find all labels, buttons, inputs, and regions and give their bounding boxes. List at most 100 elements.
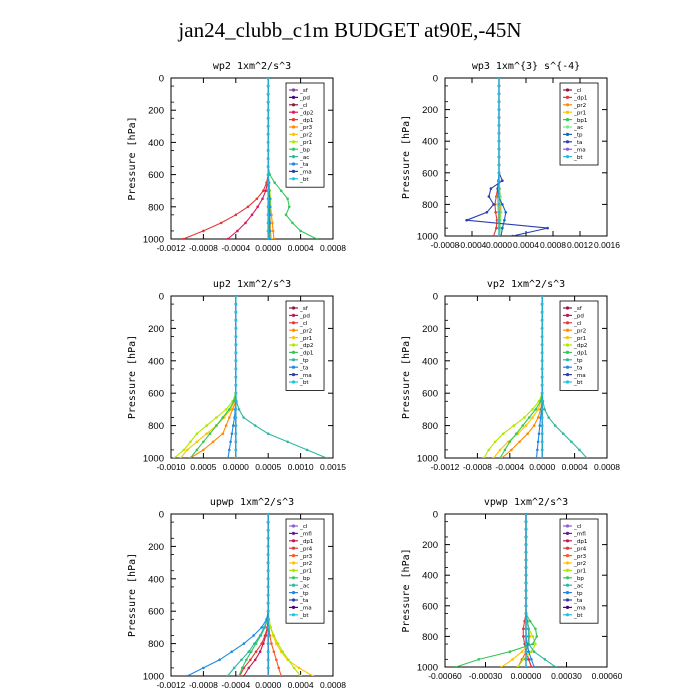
series-line-ac [525, 514, 557, 667]
data-point [252, 634, 255, 637]
y-axis-label: Pressure [hPa] [127, 116, 138, 200]
data-point [585, 456, 589, 458]
series-line-bp [238, 514, 269, 676]
legend: _sf _pd_cl_dp2 _dp1_pr3 _pr2_pr1_bp _ac_ta _m… [285, 82, 325, 188]
data-point [253, 642, 256, 645]
data-point [524, 566, 528, 569]
data-point [497, 132, 501, 135]
legend-marker [291, 358, 296, 362]
legend-label: _bp1 [573, 118, 588, 124]
data-point [497, 108, 501, 111]
data-point [524, 619, 528, 623]
data-point [504, 211, 508, 214]
data-point [531, 416, 534, 419]
x-tick-label: 0.0016 [594, 240, 620, 250]
y-tick-label: 600 [422, 601, 438, 612]
legend-label: _dp2 [299, 110, 313, 116]
data-point [520, 650, 524, 653]
legend-label: _ac [573, 125, 583, 131]
data-point [266, 181, 270, 184]
data-point [482, 456, 486, 458]
legend-label: _pr1 [573, 569, 587, 575]
data-point [536, 448, 539, 452]
legend-label: _pr3 [299, 125, 313, 131]
y-tick-label: 800 [148, 639, 164, 650]
data-point [232, 400, 236, 403]
legend-marker [291, 343, 296, 347]
data-point [266, 133, 270, 136]
y-axis-label: Pressure [hPa] [127, 335, 138, 419]
data-point [279, 674, 283, 676]
y-tick-label: 200 [148, 542, 164, 553]
legend-marker [565, 380, 570, 384]
data-point [255, 197, 259, 201]
data-point [497, 139, 501, 143]
y-tick-label: 800 [148, 202, 164, 213]
data-point [250, 213, 254, 217]
data-point [234, 351, 238, 355]
data-point [523, 416, 526, 419]
data-point [497, 147, 501, 151]
data-point [224, 408, 228, 411]
x-tick-label: 0.0004 [562, 462, 588, 472]
legend-marker [565, 313, 570, 317]
data-point [273, 181, 276, 184]
legend-marker [565, 576, 570, 580]
legend: _sf _pd_cl_pr2 _pr1_dp2 _dp1_tp_ta _ma_bt [285, 300, 325, 391]
data-point [234, 448, 238, 452]
y-tick-label: 400 [422, 571, 438, 582]
y-tick-label: 200 [422, 105, 438, 116]
data-point [228, 408, 231, 411]
data-point [497, 124, 501, 127]
data-point [221, 416, 225, 419]
y-tick-label: 400 [148, 356, 164, 367]
x-tick-label: -0.0010 [157, 462, 186, 472]
legend-marker [565, 524, 570, 528]
data-point [536, 416, 540, 419]
legend-label: _mfl [299, 532, 312, 538]
x-tick-label: 0.0008 [320, 680, 346, 690]
legend-label: _ma [573, 373, 586, 379]
x-tick-label: -0.0012 [431, 462, 460, 472]
data-point [202, 229, 205, 233]
data-point [540, 408, 544, 411]
data-point [543, 408, 546, 411]
x-tick-label: 0.0000 [255, 243, 281, 253]
data-point [524, 658, 528, 661]
legend-marker [291, 328, 296, 332]
data-point [256, 205, 259, 209]
data-point [540, 375, 544, 379]
legend-label: _bt [573, 613, 583, 619]
x-tick-label: 0.0004 [513, 240, 539, 250]
legend-label: _dp1 [299, 351, 314, 357]
data-point [540, 432, 544, 436]
legend-label: _cl [573, 321, 582, 327]
data-point [524, 520, 528, 523]
data-point [247, 666, 251, 670]
data-point [540, 448, 544, 452]
data-point [299, 674, 302, 676]
series-line-dp2 [227, 78, 269, 239]
data-point [266, 601, 270, 605]
data-point [497, 116, 501, 119]
data-point [234, 319, 238, 322]
legend-label: _bp [299, 147, 310, 153]
legend-marker [565, 336, 570, 340]
legend-marker [565, 155, 570, 159]
series-line-pr1 [180, 296, 237, 458]
x-tick-label: -0.0008 [189, 680, 218, 690]
y-tick-label: 0 [433, 510, 438, 521]
data-point [266, 561, 270, 564]
data-point [266, 173, 270, 176]
data-point [531, 635, 535, 638]
data-point [228, 416, 231, 419]
data-point [234, 391, 238, 395]
x-tick-label: -0.0008 [463, 462, 492, 472]
data-point [495, 226, 498, 230]
data-point [510, 448, 513, 452]
legend-label: _bt [299, 380, 309, 386]
data-point [266, 642, 270, 645]
